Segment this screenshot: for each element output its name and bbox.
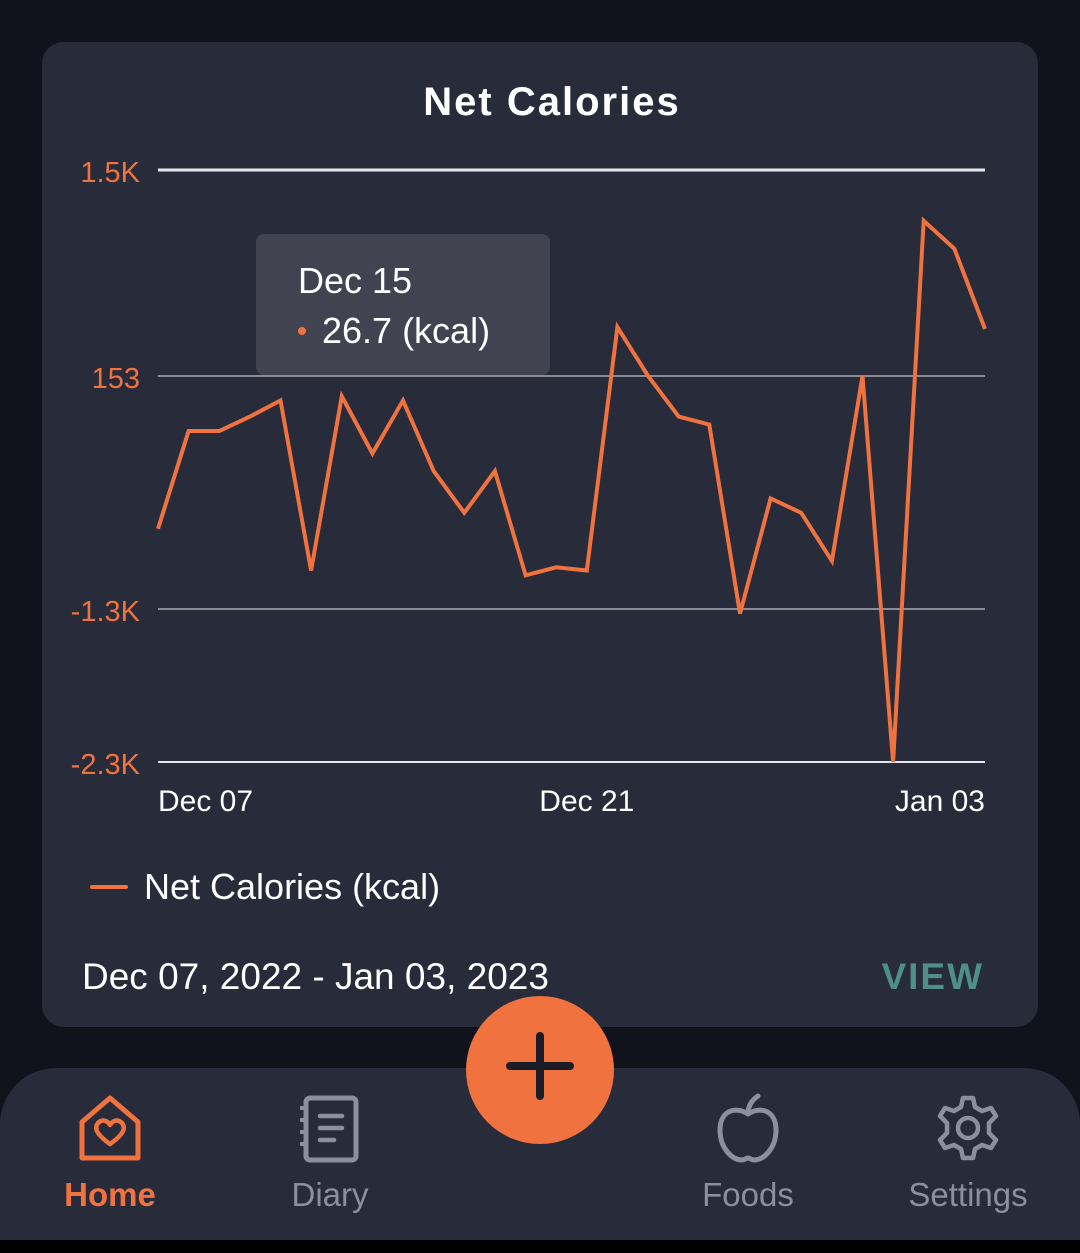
gear-icon — [937, 1095, 999, 1161]
diary-icon — [300, 1095, 359, 1163]
plus-icon — [506, 1032, 574, 1100]
net-calories-card — [42, 42, 1038, 1027]
tooltip-series-dot — [298, 327, 306, 335]
bottom-navigation: Home Diary Foods Settings — [0, 1068, 1080, 1243]
y-tick-label: 1.5K — [80, 157, 140, 189]
tooltip-value: 26.7 (kcal) — [322, 310, 491, 351]
nav-label-diary: Diary — [291, 1176, 369, 1213]
x-tick-label: Dec 07 — [158, 785, 253, 818]
apple-icon — [717, 1093, 779, 1163]
nav-item-diary[interactable]: Diary — [230, 1068, 430, 1243]
net-calories-chart: 1.5K 153 -1.3K -2.3K Dec 07 Dec 21 Jan 03 — [71, 157, 987, 818]
home-heart-icon — [79, 1095, 141, 1161]
nav-label-foods: Foods — [702, 1176, 794, 1213]
series-line — [156, 216, 987, 763]
y-tick-label: -1.3K — [71, 596, 141, 628]
view-button[interactable]: VIEW — [881, 956, 984, 997]
legend-label: Net Calories (kcal) — [144, 866, 441, 907]
nav-item-settings[interactable]: Settings — [868, 1068, 1068, 1243]
nav-item-home[interactable]: Home — [10, 1068, 210, 1243]
nav-label-settings: Settings — [908, 1176, 1028, 1213]
nav-item-foods[interactable]: Foods — [648, 1068, 848, 1243]
system-bar — [0, 1240, 1080, 1253]
date-range: Dec 07, 2022 - Jan 03, 2023 — [82, 956, 549, 997]
legend-swatch — [90, 885, 128, 889]
chart-legend: Net Calories (kcal) — [90, 866, 440, 908]
nav-label-home: Home — [64, 1176, 156, 1213]
chart-tooltip: Dec 15 26.7 (kcal) — [256, 234, 550, 375]
tooltip-date: Dec 15 — [298, 260, 413, 301]
y-tick-label: -2.3K — [71, 749, 141, 781]
add-entry-button[interactable] — [466, 996, 614, 1144]
tooltip-value-row: 26.7 (kcal) — [298, 310, 490, 352]
y-tick-label: 153 — [92, 363, 140, 395]
chart-title: Net Calories — [423, 80, 681, 124]
x-tick-label: Dec 21 — [539, 785, 634, 818]
x-tick-label: Jan 03 — [895, 785, 985, 818]
